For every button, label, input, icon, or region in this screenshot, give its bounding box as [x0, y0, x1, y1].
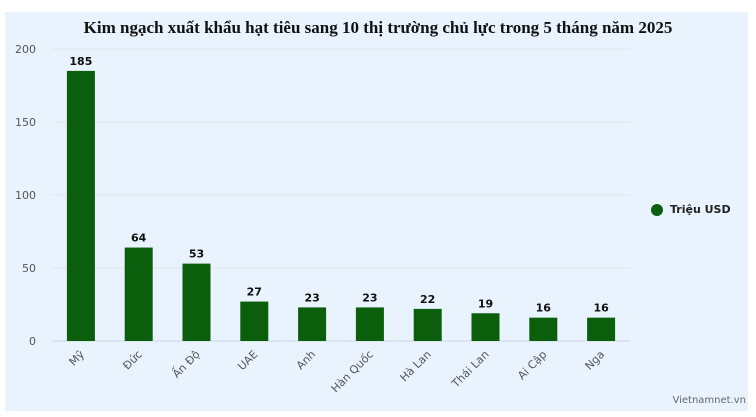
data-label: 16 — [593, 302, 609, 315]
y-tick-label: 50 — [22, 262, 36, 275]
bar — [124, 247, 153, 341]
bar — [587, 317, 616, 341]
data-label: 53 — [189, 248, 204, 261]
source-credit: Vietnamnet.vn — [672, 395, 746, 406]
data-label: 27 — [247, 286, 262, 299]
y-tick-label: 0 — [29, 335, 36, 348]
bar — [355, 307, 384, 341]
data-label: 23 — [304, 291, 319, 304]
y-tick-label: 100 — [15, 189, 36, 202]
data-label: 16 — [536, 302, 552, 315]
x-tick-label: Anh — [294, 348, 318, 372]
x-tick-label: UAE — [235, 348, 260, 373]
bar — [471, 313, 500, 341]
bar — [182, 263, 211, 341]
x-tick-label: Ai Cập — [515, 348, 549, 382]
x-tick-label: Nga — [583, 348, 608, 373]
x-tick-label: Đức — [120, 348, 144, 372]
data-label: 23 — [362, 291, 377, 304]
chart-panel — [5, 12, 748, 411]
legend-marker-icon — [651, 203, 663, 216]
x-tick-label: Ấn Độ — [169, 347, 203, 381]
x-tick-label: Hà Lan — [398, 348, 434, 384]
bar — [66, 70, 95, 342]
legend-label: Triệu USD — [670, 203, 731, 216]
data-label: 185 — [69, 55, 92, 68]
data-label: 19 — [478, 297, 493, 310]
x-tick-label: Mỹ — [67, 348, 88, 369]
bar — [413, 308, 442, 341]
legend[interactable]: Triệu USD — [651, 203, 731, 216]
bar — [240, 301, 269, 341]
bar — [298, 307, 327, 341]
y-tick-label: 200 — [15, 43, 36, 56]
x-tick-label: Thái Lan — [449, 348, 492, 391]
data-label: 22 — [420, 293, 435, 306]
y-tick-label: 150 — [15, 116, 36, 129]
chart-title: Kim ngạch xuất khẩu hạt tiêu sang 10 thị… — [83, 18, 673, 37]
data-label: 64 — [131, 232, 147, 245]
bar — [529, 317, 558, 341]
x-tick-label: Hàn Quốc — [329, 348, 376, 395]
